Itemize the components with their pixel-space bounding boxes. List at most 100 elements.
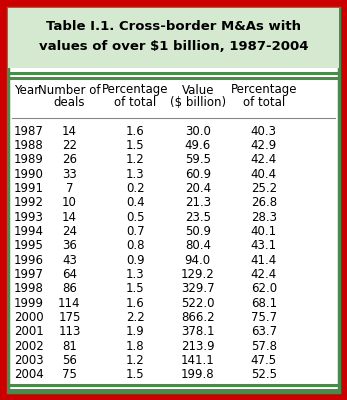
Text: 40.3: 40.3 — [251, 125, 277, 138]
Text: 40.4: 40.4 — [251, 168, 277, 181]
Text: 75.7: 75.7 — [251, 311, 277, 324]
Text: 42.4: 42.4 — [251, 153, 277, 166]
Text: Percentage: Percentage — [102, 84, 169, 96]
Text: 21.3: 21.3 — [185, 196, 211, 209]
Text: 1.5: 1.5 — [126, 368, 145, 381]
Text: of total: of total — [114, 96, 156, 108]
Text: 68.1: 68.1 — [251, 297, 277, 310]
Text: deals: deals — [54, 96, 85, 108]
Text: 2002: 2002 — [14, 340, 44, 353]
Text: 2.2: 2.2 — [126, 311, 145, 324]
Text: 75: 75 — [62, 368, 77, 381]
Text: 2003: 2003 — [14, 354, 43, 367]
Text: 20.4: 20.4 — [185, 182, 211, 195]
Text: 63.7: 63.7 — [251, 325, 277, 338]
Text: ($ billion): ($ billion) — [170, 96, 226, 108]
Text: 1995: 1995 — [14, 239, 44, 252]
Text: 1996: 1996 — [14, 254, 44, 267]
Text: 1.6: 1.6 — [126, 297, 145, 310]
Text: 62.0: 62.0 — [251, 282, 277, 295]
Text: 0.9: 0.9 — [126, 254, 145, 267]
Text: 60.9: 60.9 — [185, 168, 211, 181]
Text: 30.0: 30.0 — [185, 125, 211, 138]
Text: 0.8: 0.8 — [126, 239, 145, 252]
Text: 47.5: 47.5 — [251, 354, 277, 367]
Text: 1999: 1999 — [14, 297, 44, 310]
Text: 141.1: 141.1 — [181, 354, 215, 367]
Text: 0.5: 0.5 — [126, 211, 145, 224]
Text: 26: 26 — [62, 153, 77, 166]
Text: 1.8: 1.8 — [126, 340, 145, 353]
Text: 42.4: 42.4 — [251, 268, 277, 281]
Text: 24: 24 — [62, 225, 77, 238]
Text: 0.7: 0.7 — [126, 225, 145, 238]
Text: 50.9: 50.9 — [185, 225, 211, 238]
Text: 1993: 1993 — [14, 211, 44, 224]
Text: 1.3: 1.3 — [126, 268, 145, 281]
Text: 49.6: 49.6 — [185, 139, 211, 152]
Text: 199.8: 199.8 — [181, 368, 214, 381]
Text: Value: Value — [181, 84, 214, 96]
Text: 175: 175 — [58, 311, 81, 324]
Text: 0.2: 0.2 — [126, 182, 145, 195]
Text: 1987: 1987 — [14, 125, 44, 138]
Text: 1.3: 1.3 — [126, 168, 145, 181]
Text: 329.7: 329.7 — [181, 282, 214, 295]
Text: 1.2: 1.2 — [126, 354, 145, 367]
Text: 56: 56 — [62, 354, 77, 367]
Text: 52.5: 52.5 — [251, 368, 277, 381]
Text: 64: 64 — [62, 268, 77, 281]
Text: 1.2: 1.2 — [126, 153, 145, 166]
Text: 26.8: 26.8 — [251, 196, 277, 209]
Text: 86: 86 — [62, 282, 77, 295]
Text: 113: 113 — [58, 325, 81, 338]
Text: 57.8: 57.8 — [251, 340, 277, 353]
Text: 14: 14 — [62, 125, 77, 138]
Text: 213.9: 213.9 — [181, 340, 214, 353]
Text: 2000: 2000 — [14, 311, 43, 324]
Text: 2001: 2001 — [14, 325, 44, 338]
Text: 1992: 1992 — [14, 196, 44, 209]
Text: Percentage: Percentage — [230, 84, 297, 96]
Text: 1.6: 1.6 — [126, 125, 145, 138]
Text: 2004: 2004 — [14, 368, 44, 381]
Text: 378.1: 378.1 — [181, 325, 214, 338]
Text: 59.5: 59.5 — [185, 153, 211, 166]
Text: 25.2: 25.2 — [251, 182, 277, 195]
Text: Year: Year — [14, 84, 39, 96]
Text: 41.4: 41.4 — [251, 254, 277, 267]
Text: Table I.1. Cross-border M&As with: Table I.1. Cross-border M&As with — [46, 20, 301, 32]
Text: 14: 14 — [62, 211, 77, 224]
Text: 1.5: 1.5 — [126, 139, 145, 152]
Text: 10: 10 — [62, 196, 77, 209]
Text: 1989: 1989 — [14, 153, 44, 166]
Text: 42.9: 42.9 — [251, 139, 277, 152]
Text: 866.2: 866.2 — [181, 311, 214, 324]
Bar — [8, 8, 339, 68]
Text: 1998: 1998 — [14, 282, 44, 295]
Text: 1997: 1997 — [14, 268, 44, 281]
Text: 1990: 1990 — [14, 168, 44, 181]
Text: 81: 81 — [62, 340, 77, 353]
Text: 43.1: 43.1 — [251, 239, 277, 252]
Text: 129.2: 129.2 — [181, 268, 215, 281]
Text: 40.1: 40.1 — [251, 225, 277, 238]
Text: values of over $1 billion, 1987-2004: values of over $1 billion, 1987-2004 — [39, 40, 308, 52]
Text: 94.0: 94.0 — [185, 254, 211, 267]
Text: 23.5: 23.5 — [185, 211, 211, 224]
Text: 80.4: 80.4 — [185, 239, 211, 252]
Text: Number of: Number of — [38, 84, 101, 96]
Text: 1.9: 1.9 — [126, 325, 145, 338]
Text: 36: 36 — [62, 239, 77, 252]
Text: 0.4: 0.4 — [126, 196, 145, 209]
Text: 28.3: 28.3 — [251, 211, 277, 224]
Text: 1991: 1991 — [14, 182, 44, 195]
Text: 33: 33 — [62, 168, 77, 181]
Text: 1988: 1988 — [14, 139, 44, 152]
Text: 1994: 1994 — [14, 225, 44, 238]
Text: 22: 22 — [62, 139, 77, 152]
Text: 114: 114 — [58, 297, 81, 310]
Text: 43: 43 — [62, 254, 77, 267]
Text: 1.5: 1.5 — [126, 282, 145, 295]
Text: 7: 7 — [66, 182, 73, 195]
